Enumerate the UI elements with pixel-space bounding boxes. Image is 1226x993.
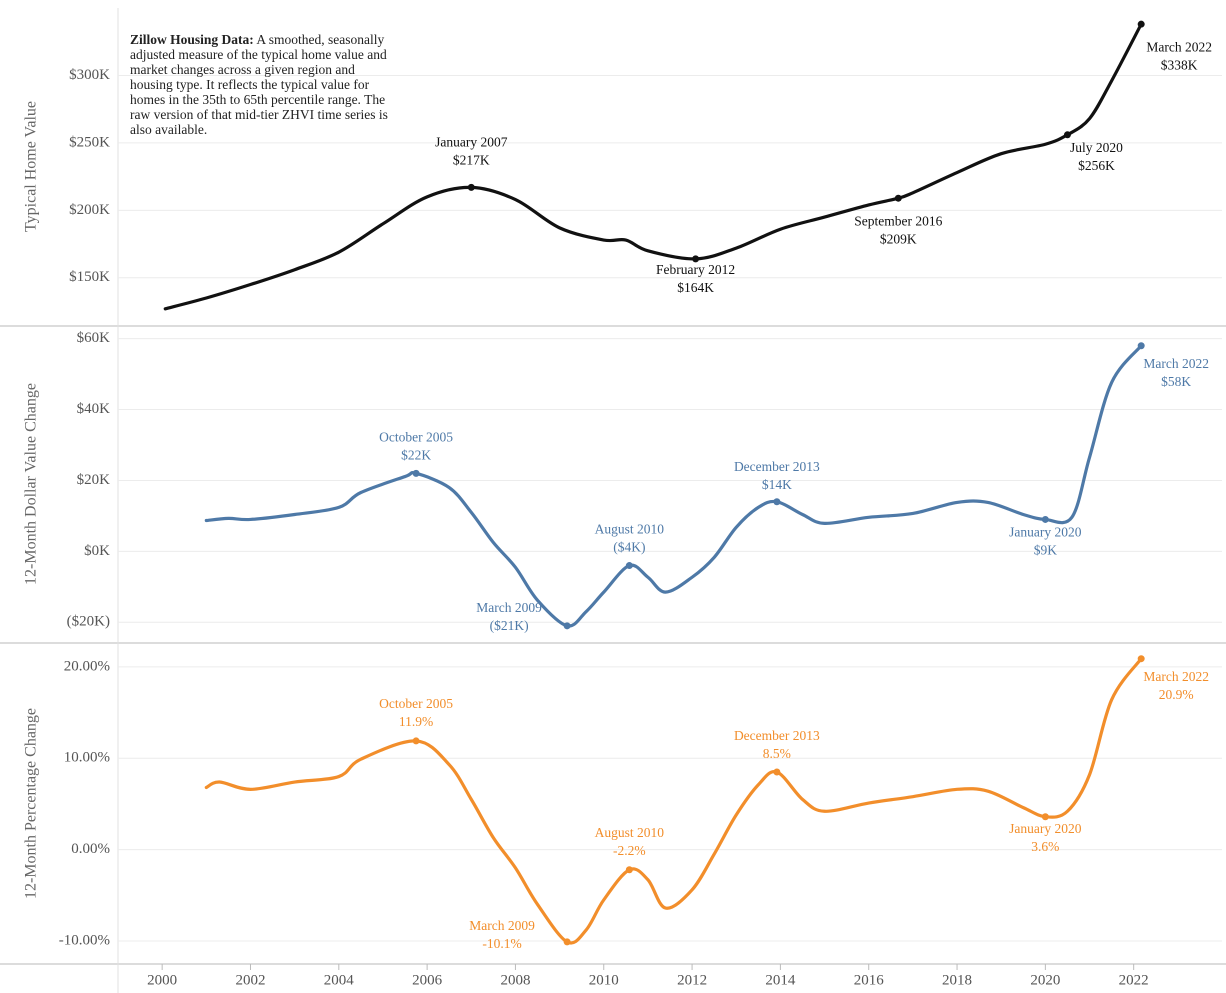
- annotation-point: [563, 622, 571, 630]
- annotation-value: $9K: [1034, 543, 1058, 558]
- note: Zillow Housing Data: A smoothed, seasona…: [130, 32, 392, 137]
- annotation-point: [563, 938, 571, 946]
- x-tick-label: 2020: [1030, 972, 1060, 988]
- y-axis-label: 12-Month Dollar Value Change: [23, 383, 40, 585]
- annotation-value: $14K: [762, 477, 792, 492]
- x-tick-label: 2004: [324, 972, 355, 988]
- annotation-point: [1137, 655, 1145, 663]
- annotation-point: [412, 469, 420, 477]
- annotation-point: [894, 194, 902, 202]
- annotation-label: December 2013: [734, 728, 820, 743]
- annotation-point: [625, 562, 633, 570]
- annotation-value: $22K: [401, 447, 431, 462]
- annotation-point: [1041, 813, 1049, 821]
- y-axis-label: Typical Home Value: [23, 101, 40, 232]
- annotation-value: $217K: [453, 153, 490, 168]
- annotation-point: [1041, 515, 1049, 523]
- annotation-point: [412, 737, 420, 745]
- line: [204, 344, 1143, 628]
- annotation-value: -2.2%: [613, 843, 646, 858]
- y-tick-label: $250K: [69, 134, 110, 150]
- annotation-point: [773, 498, 781, 506]
- y-tick-label: $300K: [69, 67, 110, 83]
- annotation-label: March 2022: [1146, 39, 1212, 54]
- annotation-value: -10.1%: [482, 936, 521, 951]
- note-text: A smoothed, seasonally adjusted measure …: [130, 32, 388, 137]
- annotation-label: March 2022: [1143, 669, 1209, 684]
- y-tick-label: $0K: [84, 543, 110, 559]
- y-tick-label: 20.00%: [64, 658, 110, 674]
- annotation-label: March 2009: [469, 918, 535, 933]
- annotation-value: $209K: [880, 231, 917, 246]
- x-tick-label: 2012: [677, 972, 707, 988]
- annotation-label: January 2020: [1009, 821, 1082, 836]
- annotation-label: September 2016: [854, 213, 942, 228]
- annotation-point: [467, 183, 475, 191]
- annotation-label: August 2010: [595, 522, 665, 537]
- annotation-value: 20.9%: [1159, 687, 1194, 702]
- y-tick-label: ($20K): [67, 614, 110, 630]
- annotation-label: March 2022: [1143, 356, 1209, 371]
- y-tick-label: $20K: [77, 472, 111, 488]
- y-tick-label: $150K: [69, 269, 110, 285]
- annotation-value: ($4K): [613, 540, 645, 555]
- annotation-value: ($21K): [490, 618, 529, 633]
- y-tick-label: $200K: [69, 202, 110, 218]
- note-title: Zillow Housing Data:: [130, 32, 254, 47]
- x-tick-label: 2008: [500, 972, 530, 988]
- y-tick-label: 0.00%: [71, 841, 110, 857]
- annotation-point: [1063, 131, 1071, 139]
- annotation-value: 3.6%: [1031, 839, 1059, 854]
- x-tick-label: 2022: [1119, 972, 1149, 988]
- annotation-label: February 2012: [656, 262, 735, 277]
- annotation-point: [625, 866, 633, 874]
- x-tick-label: 2018: [942, 972, 972, 988]
- annotation-point: [692, 255, 700, 263]
- annotation-label: March 2009: [476, 600, 542, 615]
- x-tick-label: 2014: [765, 972, 796, 988]
- y-axis-label: 12-Month Percentage Change: [23, 708, 40, 899]
- x-tick-label: 2006: [412, 972, 443, 988]
- annotation-value: $256K: [1078, 158, 1115, 173]
- y-tick-label: $40K: [77, 401, 111, 417]
- annotation-value: $338K: [1161, 57, 1198, 72]
- annotation-label: January 2020: [1009, 525, 1082, 540]
- annotation-point: [773, 768, 781, 776]
- annotation-point: [1137, 342, 1145, 350]
- x-tick-label: 2016: [854, 972, 885, 988]
- annotation-label: July 2020: [1070, 140, 1123, 155]
- annotation-label: October 2005: [379, 696, 453, 711]
- annotation-label: August 2010: [595, 825, 665, 840]
- annotation-label: December 2013: [734, 459, 820, 474]
- annotation-value: 8.5%: [763, 746, 791, 761]
- x-tick-label: 2000: [147, 972, 177, 988]
- y-tick-label: $60K: [77, 330, 111, 346]
- line: [204, 657, 1143, 945]
- annotation-value: $58K: [1161, 374, 1191, 389]
- annotation-label: October 2005: [379, 429, 453, 444]
- annotation-value: 11.9%: [399, 714, 433, 729]
- annotation-label: January 2007: [435, 135, 508, 150]
- x-tick-label: 2010: [589, 972, 619, 988]
- annotation-point: [1137, 20, 1145, 28]
- y-tick-label: -10.00%: [59, 932, 110, 948]
- y-tick-label: 10.00%: [64, 750, 110, 766]
- x-tick-label: 2002: [235, 972, 265, 988]
- annotation-value: $164K: [677, 280, 714, 295]
